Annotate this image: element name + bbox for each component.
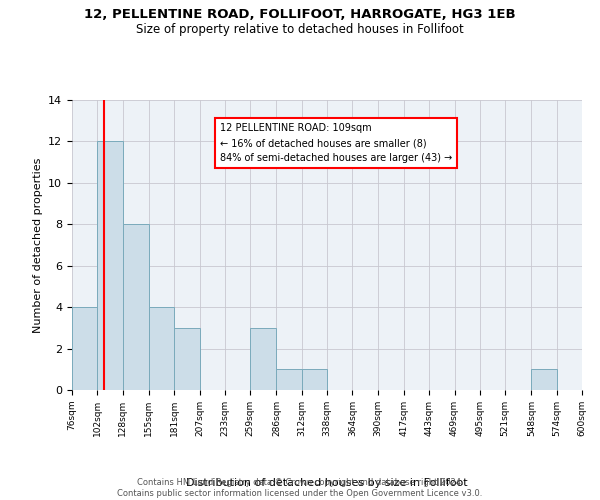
Bar xyxy=(72,307,97,390)
Bar xyxy=(122,224,149,390)
Text: Contains HM Land Registry data © Crown copyright and database right 2024.
Contai: Contains HM Land Registry data © Crown c… xyxy=(118,478,482,498)
Bar xyxy=(149,307,174,390)
Bar xyxy=(532,370,557,390)
Bar xyxy=(302,370,327,390)
Text: 12, PELLENTINE ROAD, FOLLIFOOT, HARROGATE, HG3 1EB: 12, PELLENTINE ROAD, FOLLIFOOT, HARROGAT… xyxy=(84,8,516,20)
Y-axis label: Number of detached properties: Number of detached properties xyxy=(32,158,43,332)
Bar xyxy=(174,328,199,390)
Bar xyxy=(97,142,122,390)
Text: 12 PELLENTINE ROAD: 109sqm
← 16% of detached houses are smaller (8)
84% of semi-: 12 PELLENTINE ROAD: 109sqm ← 16% of deta… xyxy=(220,123,452,163)
Bar xyxy=(250,328,277,390)
Text: Size of property relative to detached houses in Follifoot: Size of property relative to detached ho… xyxy=(136,22,464,36)
Bar xyxy=(277,370,302,390)
X-axis label: Distribution of detached houses by size in Follifoot: Distribution of detached houses by size … xyxy=(186,478,468,488)
